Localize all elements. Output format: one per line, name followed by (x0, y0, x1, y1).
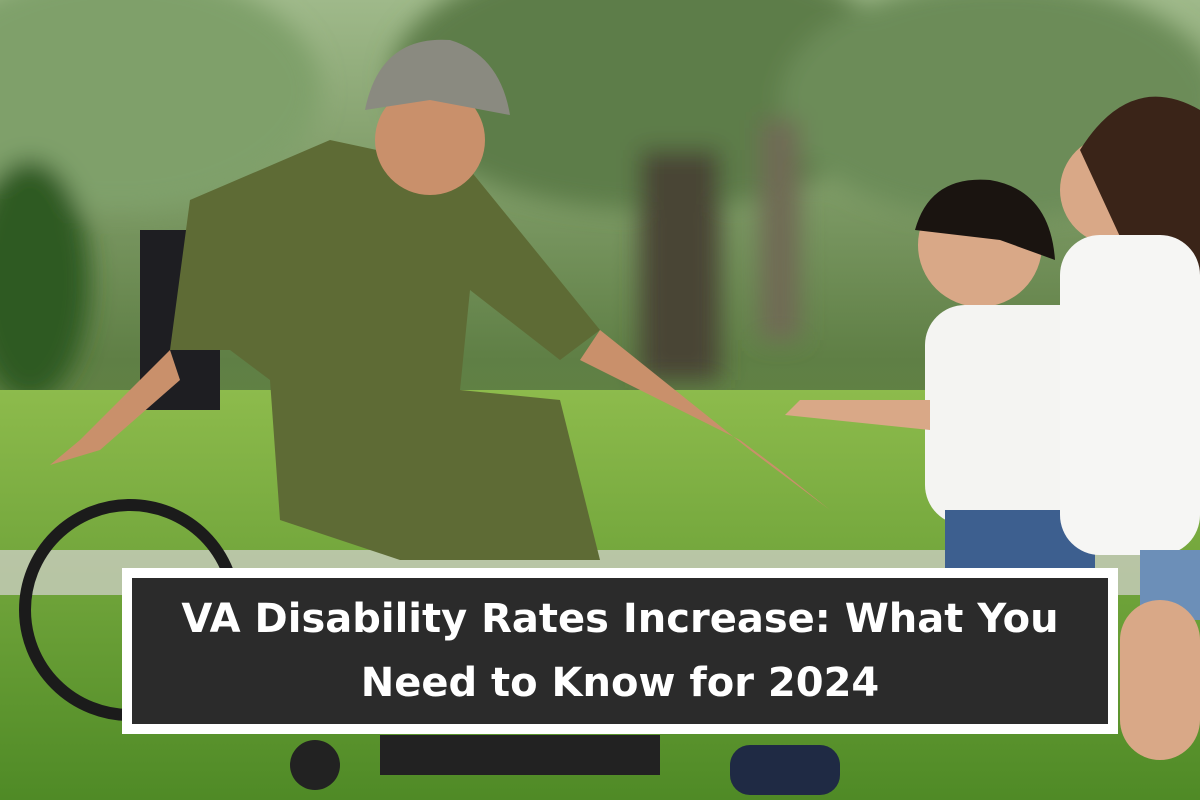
title-line: VA Disability Rates Increase: What You (181, 596, 1059, 642)
title-line: Need to Know for 2024 (360, 660, 880, 706)
title-box: VA Disability Rates Increase: What You N… (132, 578, 1108, 724)
title-banner: VA Disability Rates Increase: What You N… (122, 568, 1118, 734)
children (730, 96, 1200, 795)
trees (0, 0, 1200, 400)
